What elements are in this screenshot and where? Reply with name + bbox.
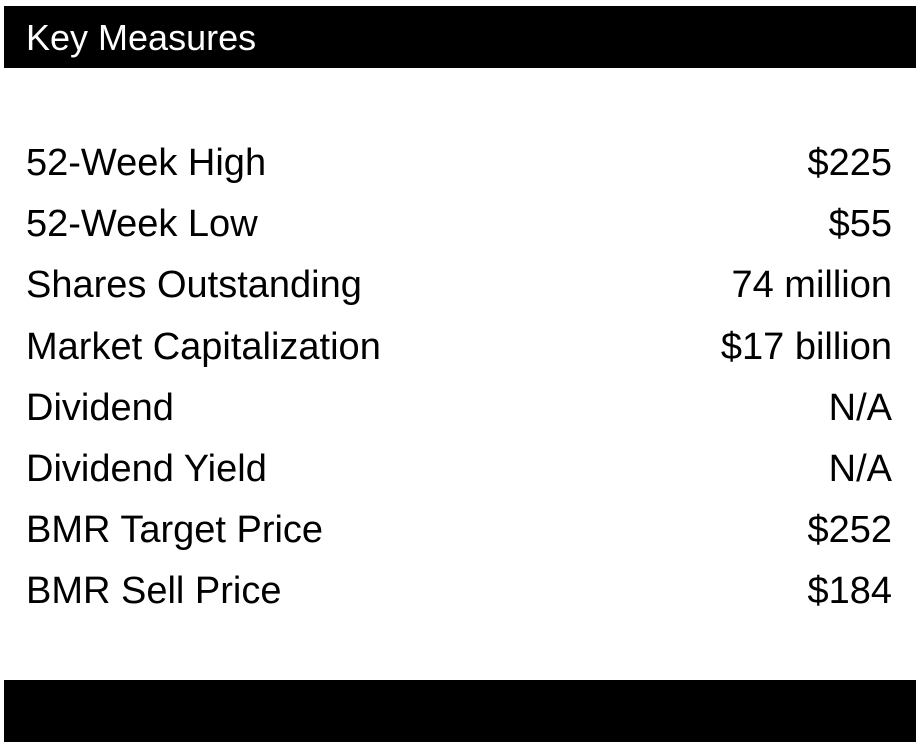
measure-row: BMR Sell Price $184 [26, 561, 892, 622]
measure-row: Shares Outstanding 74 million [26, 255, 892, 316]
measure-row: 52-Week Low $55 [26, 194, 892, 255]
footer-bar [4, 680, 916, 742]
measure-label: Dividend [26, 386, 174, 429]
measure-value: 74 million [731, 264, 892, 307]
key-measures-table: 52-Week High $225 52-Week Low $55 Shares… [26, 133, 892, 623]
page-title: Key Measures [26, 17, 257, 58]
measure-value: N/A [828, 386, 892, 429]
measure-value: $17 billion [720, 325, 892, 368]
measure-value: $225 [807, 142, 892, 185]
measure-value: N/A [828, 448, 892, 491]
measure-label: BMR Target Price [26, 509, 324, 552]
measure-row: Dividend Yield N/A [26, 439, 892, 500]
measure-label: 52-Week Low [26, 203, 258, 246]
measure-row: Market Capitalization $17 billion [26, 317, 892, 378]
measure-value: $252 [807, 509, 892, 552]
measure-label: Shares Outstanding [26, 264, 362, 307]
measure-row: BMR Target Price $252 [26, 500, 892, 561]
header-bar: Key Measures [4, 6, 916, 68]
measure-label: 52-Week High [26, 142, 267, 185]
measure-value: $55 [828, 203, 892, 246]
measure-row: Dividend N/A [26, 378, 892, 439]
measure-label: BMR Sell Price [26, 570, 282, 613]
measure-row: 52-Week High $225 [26, 133, 892, 194]
measure-label: Market Capitalization [26, 325, 381, 368]
measure-label: Dividend Yield [26, 448, 267, 491]
measure-value: $184 [807, 570, 892, 613]
